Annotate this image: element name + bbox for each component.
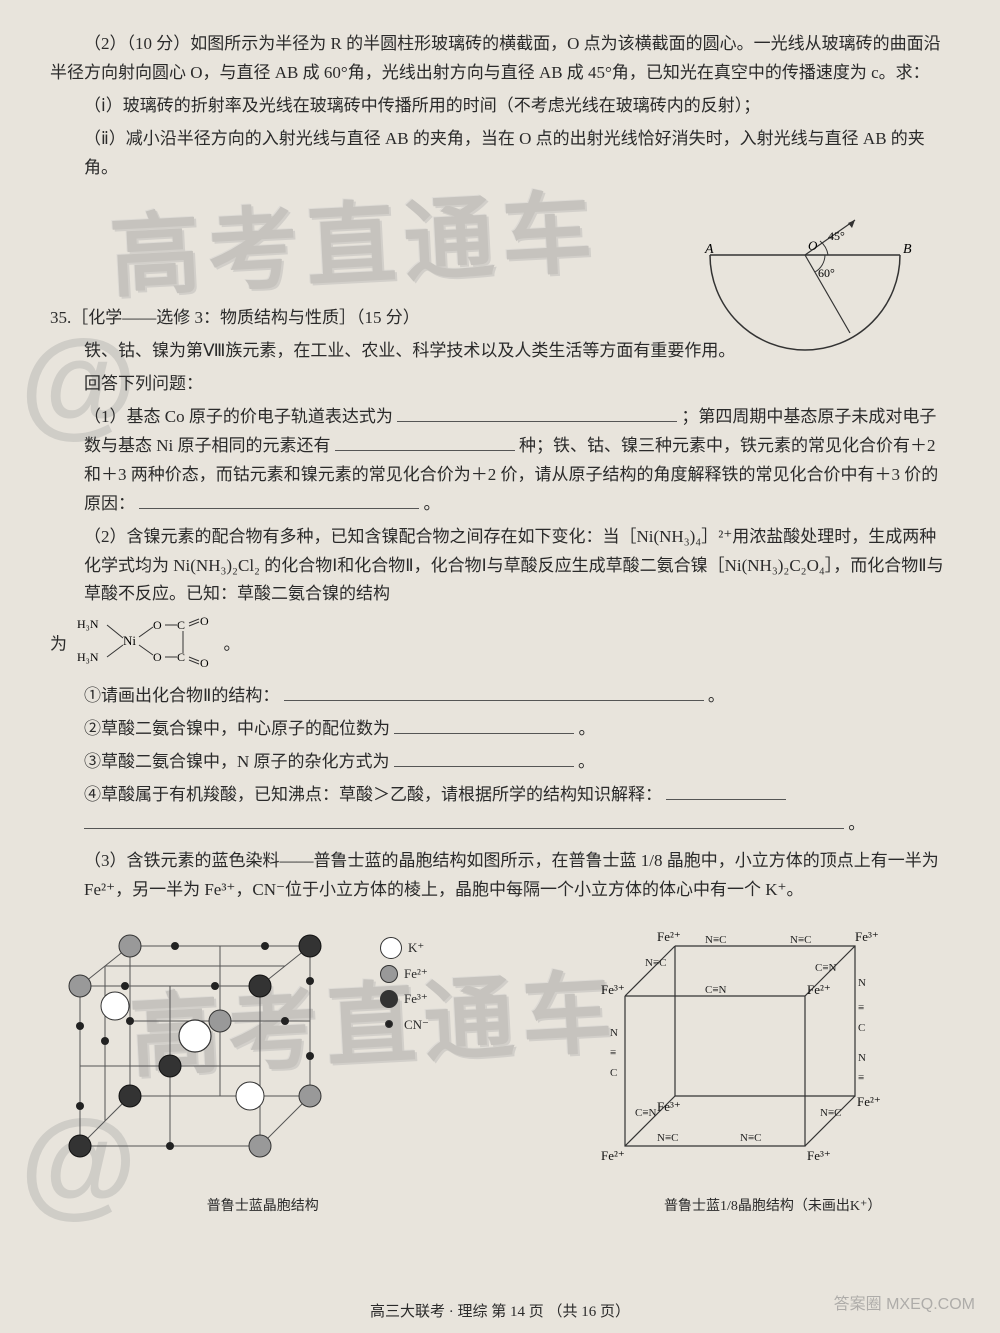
svg-text:N≡C: N≡C [705,934,726,946]
svg-text:N: N [610,1027,618,1039]
caption-left: 普鲁士蓝晶胞结构 [50,1195,475,1219]
q35-p3: （3）含铁元素的蓝色染料——普鲁士蓝的晶胞结构如图所示，在普鲁士蓝 1/8 晶胞… [84,847,950,905]
svg-text:C: C [177,650,185,664]
angle-45: 45° [828,229,845,243]
svg-text:≡: ≡ [858,1002,864,1014]
q35-p2-sub2: ②草酸二氨合镍中，中心原子的配位数为 。 [84,715,950,744]
q35-p1-d: 。 [424,494,441,513]
svg-text:C≡N: C≡N [705,984,727,996]
blank-5 [394,715,574,734]
label-A: A [704,242,714,257]
svg-text:C≡N: C≡N [635,1107,657,1119]
svg-text:N: N [858,1052,866,1064]
q35-p2-sub3: ③草酸二氨合镍中，N 原子的杂化方式为 。 [84,748,950,777]
svg-text:N≡C: N≡C [657,1132,678,1144]
crystal-eighth-svg: N≡C N≡C N≡C N≡ N≡C C≡N C≡N N≡C N≡C N≡C C… [595,916,905,1181]
q34-part2-intro: （2）（10 分）如图所示为半径为 R 的半圆柱形玻璃砖的横截面，O 点为该横截… [50,30,950,88]
svg-text:Ni: Ni [123,633,136,648]
q35-p2-intro: （2）含镍元素的配合物有多种，已知含镍配合物之间存在如下变化：当［Ni(NH₃)… [84,523,950,610]
semicircle-diagram: A B O 45° 60° [700,215,920,355]
blank-4 [284,683,704,702]
q34-part2-ii: （ⅱ）减小沿半径方向的入射光线与直径 AB 的夹角，当在 O 点的出射光线恰好消… [84,125,950,183]
svg-text:Fe²⁺: Fe²⁺ [657,929,681,944]
crystal-legend: K⁺ Fe²⁺ Fe³⁺ CN⁻ [380,936,429,1038]
svg-text:N: N [858,977,866,989]
legend-fe2: Fe²⁺ [380,962,429,985]
label-B: B [903,242,912,257]
page-content: （2）（10 分）如图所示为半径为 R 的半圆柱形玻璃砖的横截面，O 点为该横截… [50,30,950,1219]
svg-text:H₃N: H₃N [77,617,99,631]
blank-7b [84,810,844,829]
svg-text:Fe³⁺: Fe³⁺ [807,1148,831,1163]
svg-text:C≡N: C≡N [815,962,837,974]
caption-right: 普鲁士蓝1/8晶胞结构（未画出K⁺） [595,1195,950,1219]
svg-text:O: O [153,618,162,632]
blank-6 [394,748,574,767]
svg-text:H₃N: H₃N [77,650,99,664]
crystal-cell-svg [50,916,370,1181]
blank-7a [666,781,786,800]
blank-1 [397,403,677,422]
svg-text:≡: ≡ [858,1072,864,1084]
svg-text:N≡C: N≡C [740,1132,761,1144]
svg-text:C: C [610,1067,617,1079]
svg-text:C: C [177,618,185,632]
blank-2 [335,432,515,451]
molecule-diagram: H₃N H₃N Ni O O C C O O [75,613,215,678]
angle-60: 60° [818,266,835,280]
svg-text:Fe³⁺: Fe³⁺ [601,982,625,997]
q35-p1: （1）基态 Co 原子的价电子轨道表达式为 ；第四周期中基态原子未成对电子数与基… [84,403,950,519]
legend-fe3: Fe³⁺ [380,987,429,1010]
svg-text:Fe²⁺: Fe²⁺ [807,982,831,997]
wei-label: 为 [50,635,67,654]
q34-part2-i: （ⅰ）玻璃砖的折射率及光线在玻璃砖中传播所用的时间（不考虑光线在玻璃砖内的反射）… [84,92,950,121]
svg-text:Fe²⁺: Fe²⁺ [601,1148,625,1163]
q35-prompt: 回答下列问题： [84,370,950,399]
svg-text:≡: ≡ [610,1047,616,1059]
svg-text:Fe³⁺: Fe³⁺ [657,1099,681,1114]
q35-p1-a: （1）基态 Co 原子的价电子轨道表达式为 [84,407,393,426]
blank-3 [139,490,419,509]
svg-text:O: O [200,656,209,668]
svg-text:Fe³⁺: Fe³⁺ [855,929,879,944]
q35-p2-molecule-row: 为 H₃N H₃N Ni O O C C O [50,613,950,678]
crystal-diagrams: 普鲁士蓝晶胞结构 K⁺ Fe²⁺ Fe³⁺ CN⁻ [50,916,950,1219]
svg-text:N≡C: N≡C [645,957,666,969]
crystal-right: N≡C N≡C N≡C N≡ N≡C C≡N C≡N N≡C N≡C N≡C C… [595,916,950,1219]
corner-watermark: 答案圈 MXEQ.COM [834,1291,975,1318]
svg-text:N≡C: N≡C [790,934,811,946]
legend-k: K⁺ [380,936,429,959]
q35-p2-sub1: ①请画出化合物Ⅱ的结构： 。 [84,682,950,711]
svg-text:C: C [858,1022,865,1034]
svg-text:N≡C: N≡C [820,1107,841,1119]
label-O: O [808,238,818,253]
legend-cn: CN⁻ [380,1013,429,1036]
svg-text:Fe²⁺: Fe²⁺ [857,1094,881,1109]
svg-text:O: O [200,614,209,628]
svg-text:O: O [153,650,162,664]
q35-p2-sub4: ④草酸属于有机羧酸，已知沸点：草酸＞乙酸，请根据所学的结构知识解释： 。 [84,781,950,839]
